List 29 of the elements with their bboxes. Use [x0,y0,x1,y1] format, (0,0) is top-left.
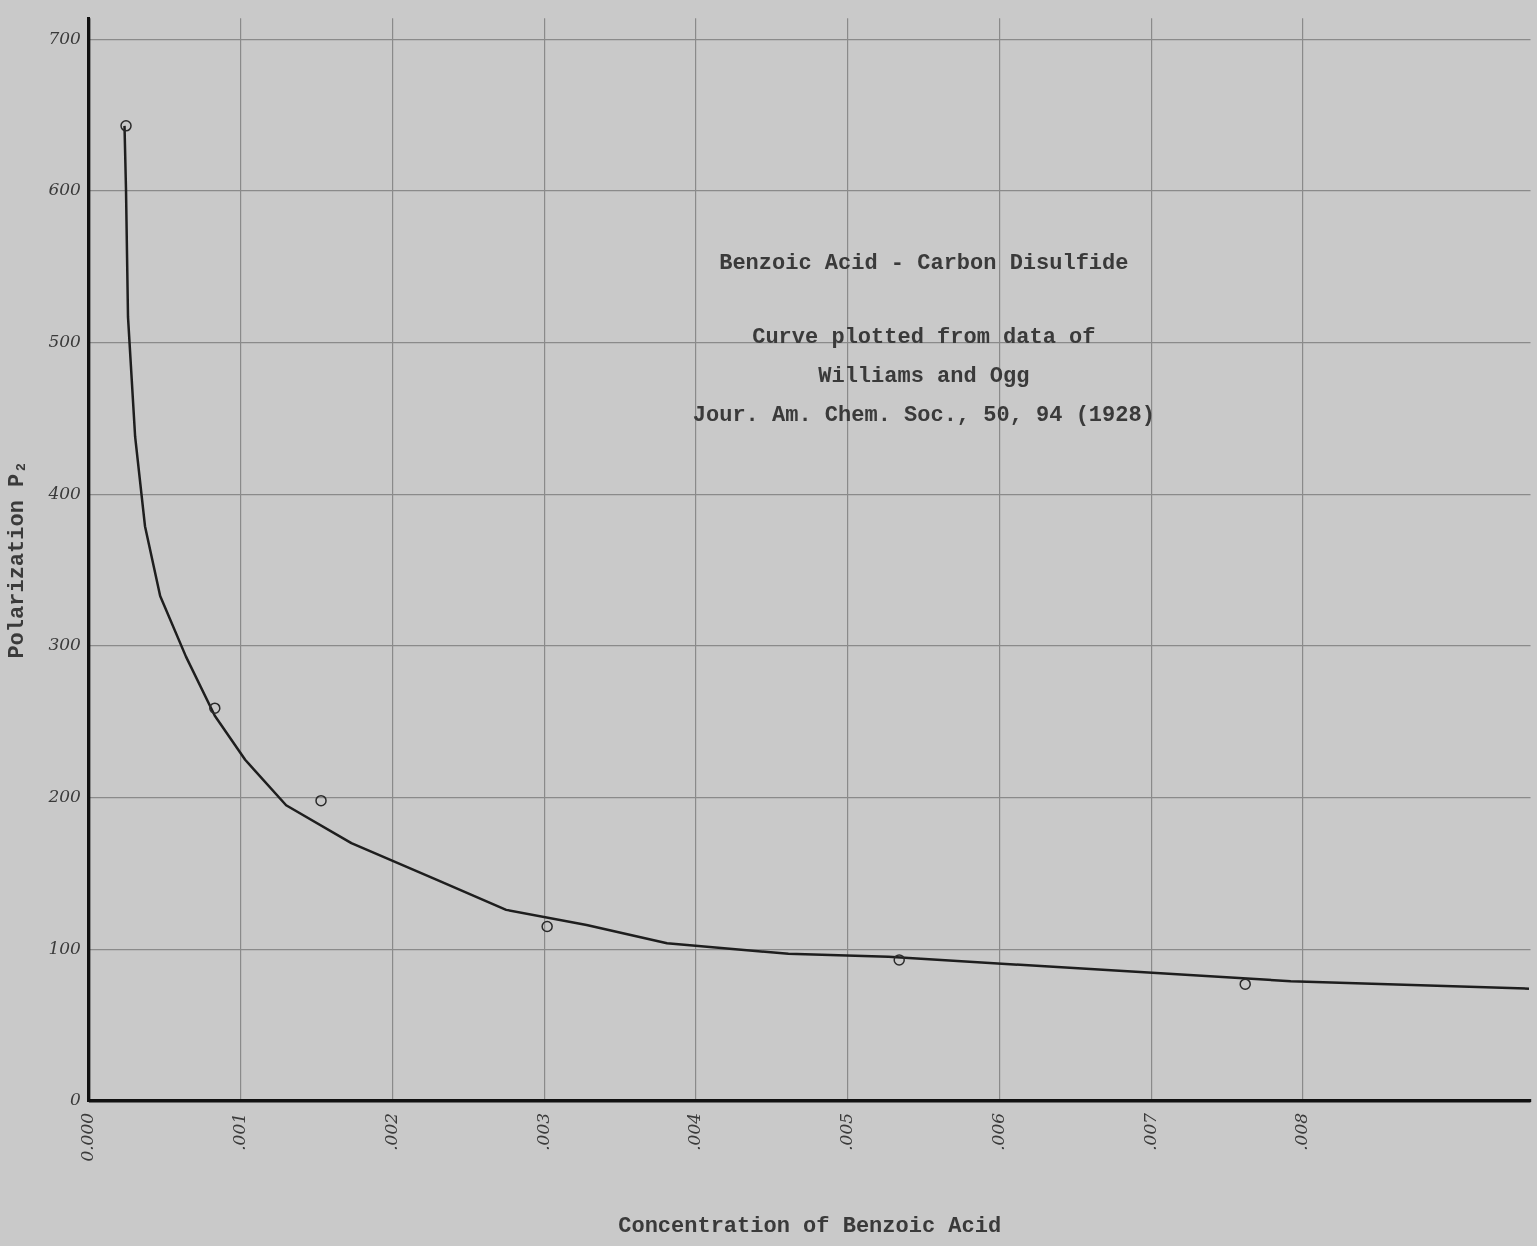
x-tick-label: .003 [532,1112,553,1151]
point [209,702,221,714]
annotation: Curve plotted from data of [752,324,1096,350]
text: Benzoic Acid - Carbon Disulfide [719,250,1129,276]
point [120,120,132,132]
y-tick-label: 400 [47,482,82,503]
y-tick-label: 200 [47,786,82,807]
point [893,954,905,966]
y-tick-label: 300 [48,634,82,655]
x-tick-label: .004 [684,1112,705,1151]
y-axis-title: Polarization P₂ [4,460,30,659]
y-tick-label: 100 [48,937,82,958]
x-axis-title: Concentration of Benzoic Acid [618,1214,1002,1240]
y-tick-label: 0 [70,1089,82,1110]
annotation: Jour. Am. Chem. Soc., 50, 94 (1928) [692,402,1155,428]
point [1239,978,1251,990]
point [315,794,327,807]
annotation: Williams and Ogg [818,363,1030,389]
y-tick-label: 600 [48,179,82,200]
x-tick-label: 0.000 [77,1112,98,1162]
x-tick-label: .005 [836,1112,857,1151]
y-tick-label: 700 [48,27,82,48]
point [541,920,553,933]
x-tick-label: .008 [1291,1112,1312,1151]
x-tick-label: .001 [229,1112,250,1151]
x-tick-label: .006 [987,1112,1008,1151]
x-tick-label: .002 [380,1112,401,1151]
y-tick-label: 500 [48,331,82,352]
x-tick-label: .007 [1139,1112,1160,1151]
